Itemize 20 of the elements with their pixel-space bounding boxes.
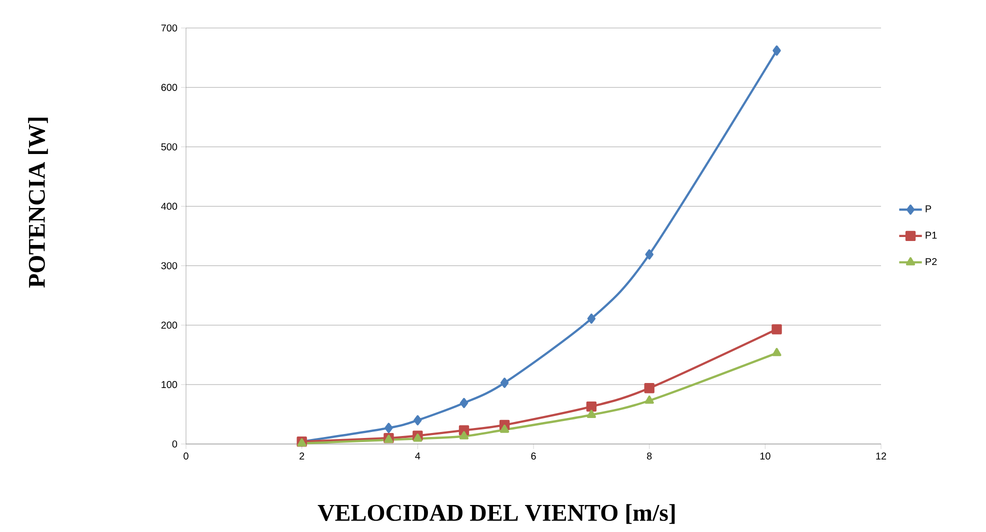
legend-label: P [926,205,932,212]
y-tick-label: 500 [161,143,178,150]
y-tick-label: 300 [161,262,178,270]
x-tick-label: 4 [415,452,420,460]
x-tick-label: 6 [531,452,536,460]
y-tick-label: 200 [161,322,178,329]
y-tick-label: 400 [161,202,178,210]
x-tick-label: 12 [876,452,886,460]
y-tick-label: 0 [172,440,178,448]
y-tick-label: 100 [162,381,178,388]
y-tick-label: 600 [161,84,178,91]
y-axis-title: POTENCIA [W] [28,118,48,288]
x-axis-title: VELOCIDAD DEL VIENTO [m/s] [318,504,675,524]
x-tick-label: 10 [760,452,770,460]
y-tick-label: 700 [161,24,178,32]
x-tick-label: 0 [184,452,188,460]
legend-label: P1 [926,232,937,239]
x-tick-label: 2 [300,452,304,460]
x-tick-label: 8 [647,452,652,460]
legend-label: P2 [926,258,937,266]
